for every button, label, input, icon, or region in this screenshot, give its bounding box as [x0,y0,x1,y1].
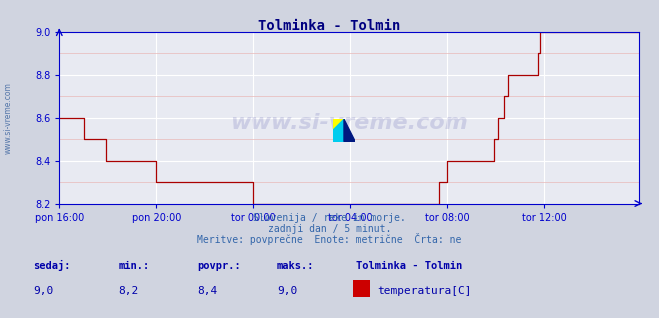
Text: 8,4: 8,4 [198,286,218,296]
Text: sedaj:: sedaj: [33,260,71,271]
Text: www.si-vreme.com: www.si-vreme.com [3,82,13,154]
Text: maks.:: maks.: [277,261,314,271]
Text: Tolminka - Tolmin: Tolminka - Tolmin [356,261,462,271]
Polygon shape [333,119,344,130]
Text: 8,2: 8,2 [119,286,139,296]
Text: temperatura[C]: temperatura[C] [378,286,472,296]
Text: zadnji dan / 5 minut.: zadnji dan / 5 minut. [268,224,391,234]
Text: Tolminka - Tolmin: Tolminka - Tolmin [258,19,401,33]
Text: Slovenija / reke in morje.: Slovenija / reke in morje. [253,213,406,223]
Text: www.si-vreme.com: www.si-vreme.com [231,113,468,133]
Polygon shape [333,119,344,142]
Polygon shape [344,119,355,142]
Text: 9,0: 9,0 [33,286,53,296]
Text: min.:: min.: [119,261,150,271]
Text: 9,0: 9,0 [277,286,297,296]
Text: povpr.:: povpr.: [198,261,241,271]
Text: Meritve: povprečne  Enote: metrične  Črta: ne: Meritve: povprečne Enote: metrične Črta:… [197,233,462,245]
